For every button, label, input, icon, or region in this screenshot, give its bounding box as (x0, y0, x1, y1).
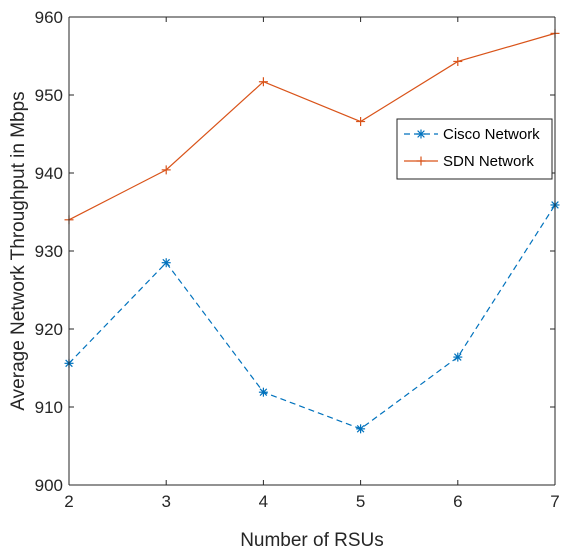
y-tick-label: 930 (35, 242, 63, 261)
legend-marker-sdn-network (416, 156, 426, 166)
legend-box (396, 118, 553, 180)
plot-area (64, 28, 560, 434)
marker-stroke (259, 388, 268, 396)
y-tick-label: 920 (35, 320, 63, 339)
marker-stroke (356, 425, 365, 433)
x-tick-label: 4 (259, 492, 268, 511)
x-tick-label: 2 (64, 492, 73, 511)
legend: Cisco Network SDN Network (396, 118, 553, 180)
sdn-network-data-point (356, 117, 366, 127)
y-tick-label: 950 (35, 86, 63, 105)
legend-marker-cisco-network (416, 129, 426, 139)
x-tick-label: 6 (453, 492, 462, 511)
sdn-network-data-point (453, 56, 463, 66)
y-axis-title: Average Network Throughput in Mbps (8, 91, 29, 410)
sdn-network-series-line (68, 32, 556, 221)
marker-stroke (162, 258, 170, 267)
cisco-network-data-point (161, 258, 171, 268)
axes: 2 3 4 5 6 7 900 910 920 930 940 950 960 (35, 8, 560, 511)
x-tick-label: 5 (356, 492, 365, 511)
sdn-network-data-point (161, 165, 171, 175)
legend-label-cisco-network: Cisco Network (443, 126, 540, 143)
x-axis-title: Number of RSUs (240, 530, 384, 551)
cisco-network-data-point (258, 387, 268, 397)
y-tick-label: 910 (35, 398, 63, 417)
marker-stroke (417, 130, 425, 138)
cisco-network-data-point (356, 424, 366, 434)
legend-label-sdn-network: SDN Network (443, 153, 534, 170)
sdn-network-data-point (258, 77, 268, 87)
y-tick-label: 900 (35, 476, 63, 495)
y-tick-label: 940 (35, 164, 63, 183)
x-tick-label: 3 (161, 492, 170, 511)
cisco-network-data-point (453, 352, 463, 362)
marker-stroke (454, 353, 462, 361)
x-tick-label: 7 (550, 492, 559, 511)
y-tick-label: 960 (35, 8, 63, 27)
cisco-network-series-line (68, 204, 556, 430)
